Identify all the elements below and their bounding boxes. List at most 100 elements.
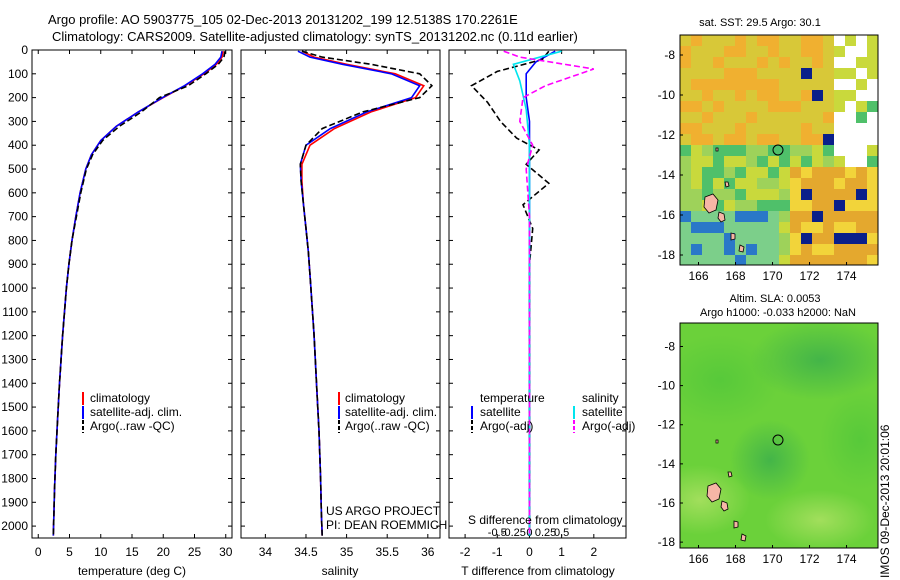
sst-cell: [845, 79, 856, 90]
y-tick-label: 500: [8, 162, 28, 176]
sst-cell: [757, 101, 768, 112]
sst-cell: [735, 233, 746, 244]
sst-cell: [779, 123, 790, 134]
sst-cell: [680, 244, 691, 255]
x-tick-label: 30: [219, 545, 233, 559]
sst-cell: [779, 244, 790, 255]
map-x-tick-label: 170: [763, 269, 783, 283]
sst-cell: [801, 79, 812, 90]
sst-cell: [713, 90, 724, 101]
sst-cell: [757, 68, 768, 79]
temperature-x-label: temperature (deg C): [78, 564, 186, 578]
sst-cell: [834, 244, 845, 255]
sst-cell: [867, 178, 878, 189]
sst-cell: [691, 90, 702, 101]
sst-cell: [735, 255, 746, 265]
sst-cell: [779, 145, 790, 156]
sst-cell: [746, 112, 757, 123]
sst-cell: [713, 112, 724, 123]
sst-cell: [768, 211, 779, 222]
sst-cell: [735, 79, 746, 90]
y-tick-label: 1200: [1, 329, 28, 343]
sst-cell: [790, 178, 801, 189]
sst-map-title: sat. SST: 29.5 Argo: 30.1: [699, 17, 821, 29]
sst-cell: [801, 200, 812, 211]
legend-label-s-satellite: satellite: [582, 405, 623, 419]
island-malekula: [717, 211, 726, 223]
sst-cell: [779, 233, 790, 244]
sst-cell: [779, 46, 790, 57]
sst-cell: [801, 134, 812, 145]
sst-cell: [724, 46, 735, 57]
sst-cell: [790, 156, 801, 167]
salinity-plot-frame: [240, 49, 441, 539]
sst-cell: [779, 167, 790, 178]
sst-cell: [823, 200, 834, 211]
sst-cell: [724, 156, 735, 167]
sst-cell: [757, 156, 768, 167]
sst-cell: [768, 68, 779, 79]
sst-cell: [801, 255, 812, 265]
sst-cell: [790, 222, 801, 233]
sst-cell: [823, 178, 834, 189]
sst-cell: [856, 255, 867, 265]
legend-title-salinity: salinity: [582, 391, 619, 405]
sst-cell: [757, 189, 768, 200]
sst-cell: [823, 167, 834, 178]
sst-cell: [768, 112, 779, 123]
x-tick-label: 0: [526, 545, 533, 559]
salinity-legend: climatology satellite-adj. clim. Argo(..…: [338, 391, 437, 433]
sst-cell: [746, 167, 757, 178]
sst-cell: [856, 57, 867, 68]
sst-cell: [724, 68, 735, 79]
sst-cell: [757, 57, 768, 68]
island-efate: [730, 232, 736, 241]
sst-cell: [834, 222, 845, 233]
sst-cell: [757, 244, 768, 255]
sst-cell: [713, 156, 724, 167]
sst-cell: [702, 112, 713, 123]
sst-cell: [823, 134, 834, 145]
map-y-tick-label: -14: [658, 457, 676, 471]
sst-cell: [691, 189, 702, 200]
salinity-series: [297, 50, 434, 536]
sst-cell: [867, 211, 878, 222]
sst-cell: [867, 123, 878, 134]
sst-cell: [680, 200, 691, 211]
sst-cell: [801, 233, 812, 244]
sst-map-axes: 166 168 170 172 174 -8 -10 -12 -14 -16 -18: [658, 48, 857, 283]
sst-cell: [746, 79, 757, 90]
sst-cell: [856, 167, 867, 178]
series-line-s-satellite: [512, 50, 562, 536]
sst-cell: [713, 101, 724, 112]
sst-cell: [779, 112, 790, 123]
sst-cell: [845, 145, 856, 156]
sst-cell: [790, 101, 801, 112]
sst-cell: [746, 189, 757, 200]
sst-cell: [834, 57, 845, 68]
sla-map-subtitle: Argo h1000: -0.033 h2000: NaN: [700, 307, 856, 319]
x-tick-label: 35: [340, 545, 354, 559]
y-tick-label: 800: [8, 233, 28, 247]
map-y-tick-label: -18: [658, 248, 676, 262]
sst-cell: [867, 79, 878, 90]
sst-cell: [768, 178, 779, 189]
sst-cell: [790, 244, 801, 255]
sst-cell: [845, 68, 856, 79]
sst-cell: [746, 211, 757, 222]
sst-cell: [845, 35, 856, 46]
sst-cell: [680, 189, 691, 200]
map-y-tick-label: -8: [664, 48, 675, 62]
sla-blob: [765, 490, 875, 548]
sst-cell: [812, 178, 823, 189]
sst-cell: [691, 123, 702, 134]
sst-cell: [735, 134, 746, 145]
y-tick-label: 200: [8, 91, 28, 105]
sst-cell: [757, 35, 768, 46]
sst-cell: [845, 112, 856, 123]
sla-map-axes: 166 168 170 172 174 -8 -10 -12 -14 -16 -18: [658, 339, 857, 566]
sst-cell: [702, 211, 713, 222]
sst-cell: [812, 156, 823, 167]
sst-cell: [680, 233, 691, 244]
sst-cell: [691, 156, 702, 167]
